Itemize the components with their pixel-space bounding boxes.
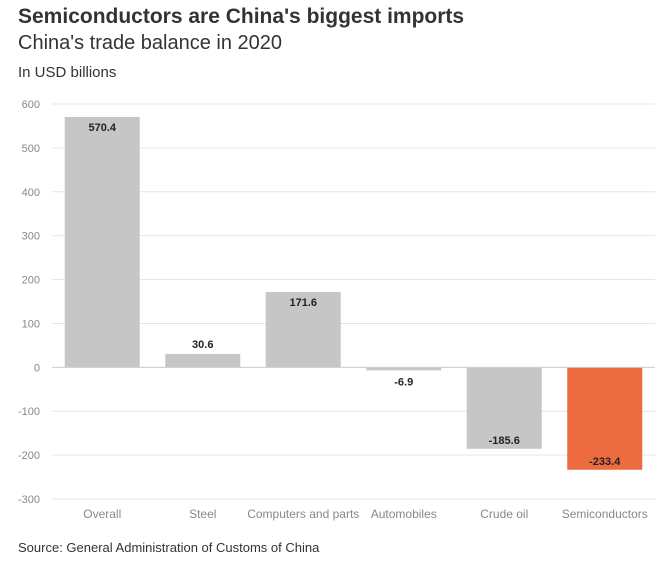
data-label: 570.4 (88, 122, 116, 134)
data-label: 30.6 (192, 339, 213, 351)
data-label: -185.6 (489, 435, 520, 447)
y-tick-label: -100 (18, 406, 40, 418)
data-label: -233.4 (589, 456, 621, 468)
x-tick-label: Overall (83, 507, 121, 521)
bar (567, 367, 643, 470)
bar (165, 353, 241, 368)
y-tick-label: 600 (22, 99, 40, 111)
y-tick-label: 300 (22, 231, 40, 243)
bar (366, 367, 442, 371)
x-tick-label: Steel (189, 507, 216, 521)
bar-chart: 600 500 400 300 200 100 0 -100 -200 -300 570.4 Over… (18, 99, 655, 521)
source-note: Source: General Administration of Custom… (18, 540, 320, 555)
y-tick-label: -200 (18, 450, 40, 462)
chart-subtitle: China's trade balance in 2020 (18, 32, 283, 54)
y-tick-label: 200 (22, 275, 40, 287)
unit-label: In USD billions (18, 64, 117, 81)
x-tick-label: Automobiles (371, 507, 437, 521)
x-tick-label: Computers and parts (247, 507, 359, 521)
bar (466, 367, 542, 449)
bar (64, 116, 140, 368)
x-tick-label: Semiconductors (562, 507, 648, 521)
data-label: 171.6 (289, 297, 317, 309)
x-tick-label: Crude oil (480, 507, 528, 521)
data-label: -6.9 (394, 376, 413, 388)
y-tick-label: 500 (22, 143, 40, 155)
y-tick-label: 100 (22, 318, 40, 330)
y-tick-label: 400 (22, 187, 40, 199)
chart-title: Semiconductors are China's biggest impor… (18, 5, 465, 28)
bar (265, 292, 341, 368)
y-tick-label: 0 (34, 362, 40, 374)
y-tick-label: -300 (18, 494, 40, 506)
